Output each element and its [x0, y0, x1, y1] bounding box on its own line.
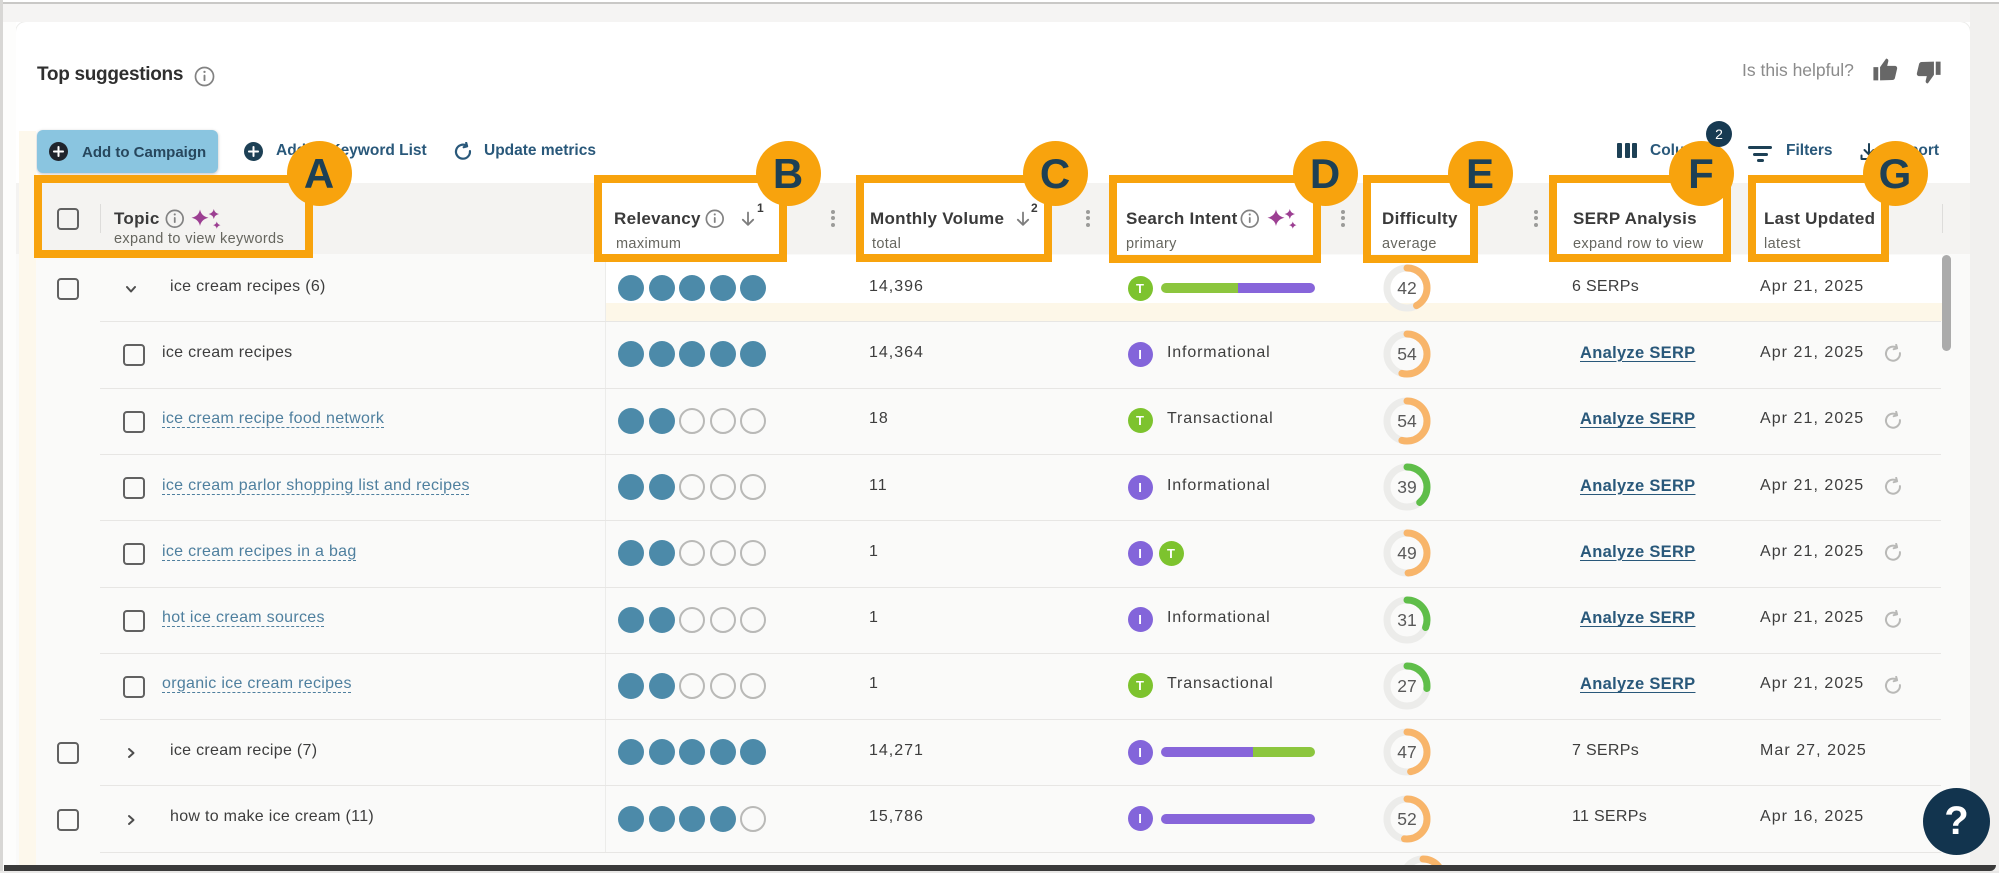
- svg-text:52: 52: [1397, 809, 1416, 829]
- svg-text:54: 54: [1397, 411, 1417, 431]
- svg-text:27: 27: [1397, 676, 1416, 696]
- svg-text:42: 42: [1397, 278, 1416, 298]
- svg-text:54: 54: [1397, 344, 1417, 364]
- svg-text:49: 49: [1397, 543, 1416, 563]
- svg-text:39: 39: [1397, 477, 1416, 497]
- svg-text:47: 47: [1397, 742, 1416, 762]
- svg-text:31: 31: [1397, 610, 1416, 630]
